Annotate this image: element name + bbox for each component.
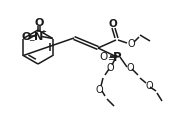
Text: O: O (145, 80, 153, 90)
Text: O: O (127, 39, 135, 49)
Text: N: N (34, 31, 43, 41)
Text: =: = (107, 54, 115, 62)
Text: O: O (126, 62, 134, 72)
Text: P: P (113, 51, 121, 64)
Text: −: − (29, 36, 35, 45)
Text: O: O (95, 84, 103, 94)
Text: O: O (109, 19, 117, 29)
Text: O: O (34, 17, 43, 27)
Text: O: O (100, 52, 108, 62)
Text: O: O (22, 31, 31, 41)
Text: O: O (106, 62, 114, 72)
Text: +: + (40, 29, 46, 35)
